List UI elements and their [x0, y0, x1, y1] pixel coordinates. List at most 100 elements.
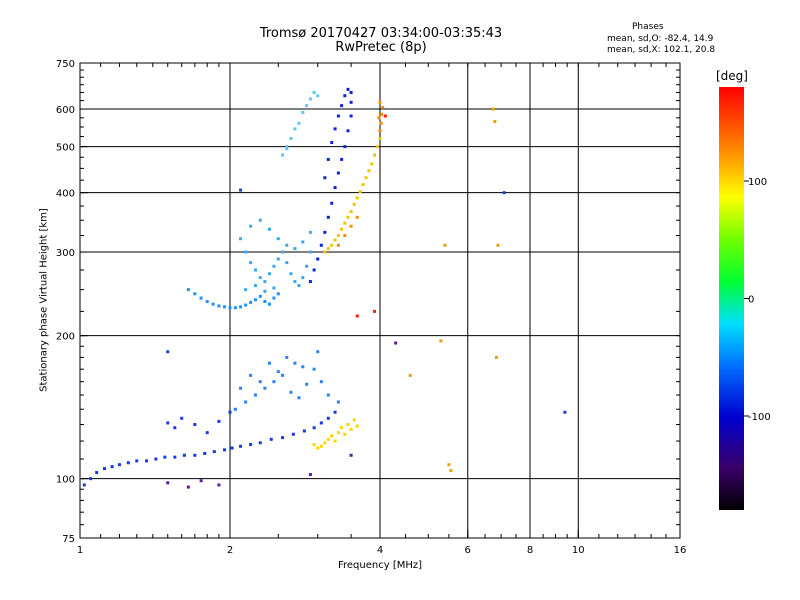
x-axis-label: Frequency [MHz] [337, 560, 423, 571]
data-point [244, 303, 248, 307]
data-point [253, 284, 257, 288]
data-point [340, 227, 344, 231]
data-point [293, 127, 297, 131]
data-point [367, 169, 371, 173]
data-point [249, 373, 253, 377]
data-point [319, 243, 323, 247]
colorbar-tick-label: -100 [748, 412, 771, 423]
data-point [330, 141, 334, 145]
data-point [316, 350, 320, 354]
data-point [301, 240, 305, 244]
data-point [263, 386, 267, 390]
data-point [326, 393, 330, 397]
data-point [95, 471, 99, 475]
data-point [166, 350, 170, 354]
colorbar-ticks: 100 0 -100 [744, 177, 771, 423]
data-point [203, 451, 207, 455]
data-point [126, 461, 130, 465]
data-point [491, 107, 495, 111]
data-point [346, 87, 350, 91]
data-point [89, 477, 93, 481]
data-point [349, 91, 353, 95]
data-point [302, 429, 306, 433]
data-point [333, 127, 337, 131]
data-point [319, 444, 323, 448]
data-point [182, 453, 186, 457]
data-point [336, 234, 340, 238]
data-point [186, 288, 190, 292]
data-point [276, 257, 280, 261]
data-point [230, 446, 234, 450]
data-point [258, 218, 262, 222]
data-point [272, 380, 276, 384]
data-point [276, 370, 280, 374]
data-point [267, 227, 271, 231]
data-point [217, 304, 221, 308]
data-point [244, 288, 248, 292]
data-point [370, 162, 374, 166]
data-point [330, 201, 334, 205]
data-point [301, 276, 305, 280]
data-point [110, 465, 114, 469]
data-point [154, 457, 158, 461]
colorbar-tick-label: 100 [748, 177, 767, 188]
data-point [349, 210, 353, 214]
data-point [443, 243, 447, 247]
data-point [297, 396, 301, 400]
y-tick-label: 300 [56, 248, 75, 259]
data-point [496, 243, 500, 247]
data-point [323, 441, 327, 445]
data-point [333, 439, 337, 443]
x-tick-label: 2 [227, 545, 233, 556]
data-point [380, 112, 384, 116]
data-point [378, 100, 382, 104]
data-point [289, 137, 293, 141]
colorbar [719, 87, 744, 510]
data-point [343, 94, 347, 98]
data-point [340, 426, 344, 430]
data-point [269, 437, 273, 441]
data-point [312, 443, 316, 447]
data-point [293, 361, 297, 365]
data-point [439, 339, 443, 343]
data-point [285, 355, 289, 359]
data-point [349, 453, 353, 457]
data-point [361, 183, 365, 187]
data-point [263, 289, 267, 293]
data-point [228, 306, 232, 310]
data-point [308, 473, 312, 477]
data-point [408, 373, 412, 377]
data-point [186, 485, 190, 489]
colorbar-label: [deg] [716, 69, 748, 83]
data-point [239, 305, 243, 309]
data-point [166, 421, 170, 425]
data-point [373, 153, 377, 157]
data-point [333, 238, 337, 242]
phase-stats-x: mean, sd,X: 102.1, 20.8 [607, 45, 716, 55]
data-point [333, 186, 337, 190]
data-point [272, 296, 276, 300]
data-point [336, 243, 340, 247]
data-point [281, 250, 285, 254]
data-point [297, 284, 301, 288]
data-point [293, 280, 297, 284]
data-point [253, 393, 257, 397]
data-point [373, 309, 377, 313]
y-axis-ticks: 75 100 200 300 400 500 600 750 [56, 59, 680, 545]
data-point [103, 467, 107, 471]
data-point [326, 157, 330, 161]
data-point [447, 463, 451, 467]
grid-lines [80, 63, 680, 538]
data-point [349, 224, 353, 228]
data-point [326, 247, 330, 251]
data-point [316, 446, 320, 450]
data-point [375, 145, 379, 149]
chart-title: Tromsø 20170427 03:34:00-03:35:43 [259, 26, 503, 41]
data-point [563, 410, 567, 414]
data-point [239, 237, 243, 241]
y-tick-label: 500 [56, 143, 75, 154]
data-point [228, 410, 232, 414]
x-axis-ticks: 1 2 4 6 8 10 16 [77, 63, 686, 556]
data-point [378, 137, 382, 141]
data-point [379, 121, 383, 125]
